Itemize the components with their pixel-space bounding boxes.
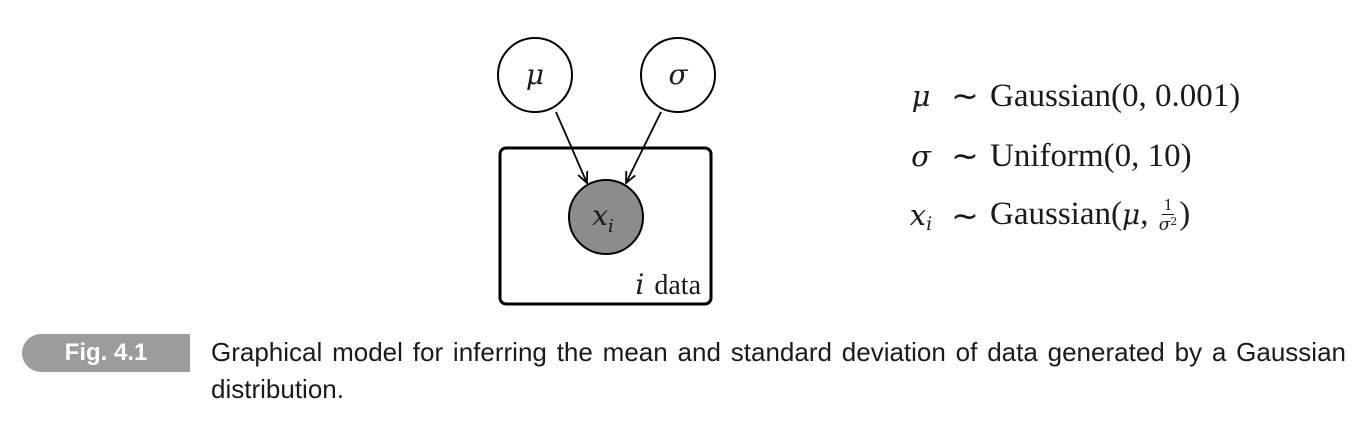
equation-distribution: Gaussian(0, 0.001): [990, 77, 1241, 114]
equation-sigma: σ ∼ Uniform(0, 10): [902, 126, 1240, 186]
equation-variable: σ: [911, 139, 931, 173]
tilde-symbol: ∼: [951, 139, 979, 175]
graphical-model-diagram: μ σ xi i data: [497, 37, 716, 306]
equation-distribution: Gaussian(μ, 1 σ2): [990, 194, 1191, 235]
plate-label: i data: [635, 268, 701, 301]
figure-caption: Fig. 4.1 Graphical model for inferring t…: [22, 334, 1352, 434]
tilde-symbol: ∼: [951, 199, 979, 235]
equation-mu: μ ∼ Gaussian(0, 0.001): [902, 66, 1241, 126]
tilde-symbol: ∼: [951, 79, 979, 115]
node-mu-label: μ: [526, 58, 544, 91]
equation-x: xi ∼ Gaussian(μ, 1 σ2): [902, 186, 1240, 246]
model-equations: μ ∼ Gaussian(0, 0.001) σ ∼ Uniform(0, 10…: [902, 66, 1240, 246]
data-plate: [498, 146, 713, 306]
node-x-observed: [568, 179, 644, 255]
node-x-label: xi: [592, 199, 614, 237]
equation-variable: μ: [911, 79, 931, 113]
node-sigma: [640, 37, 716, 113]
equation-variable: xi: [909, 197, 933, 235]
precision-fraction: 1 σ2: [1158, 194, 1178, 235]
equation-distribution: Uniform(0, 10): [990, 137, 1192, 174]
node-mu: [497, 37, 573, 113]
edge-sigma-to-x: [626, 111, 662, 183]
caption-text: Graphical model for inferring the mean a…: [211, 337, 1346, 404]
figure-number-tag: Fig. 4.1: [22, 334, 190, 372]
edge-mu-to-x: [555, 111, 587, 183]
node-sigma-label: σ: [668, 58, 688, 91]
